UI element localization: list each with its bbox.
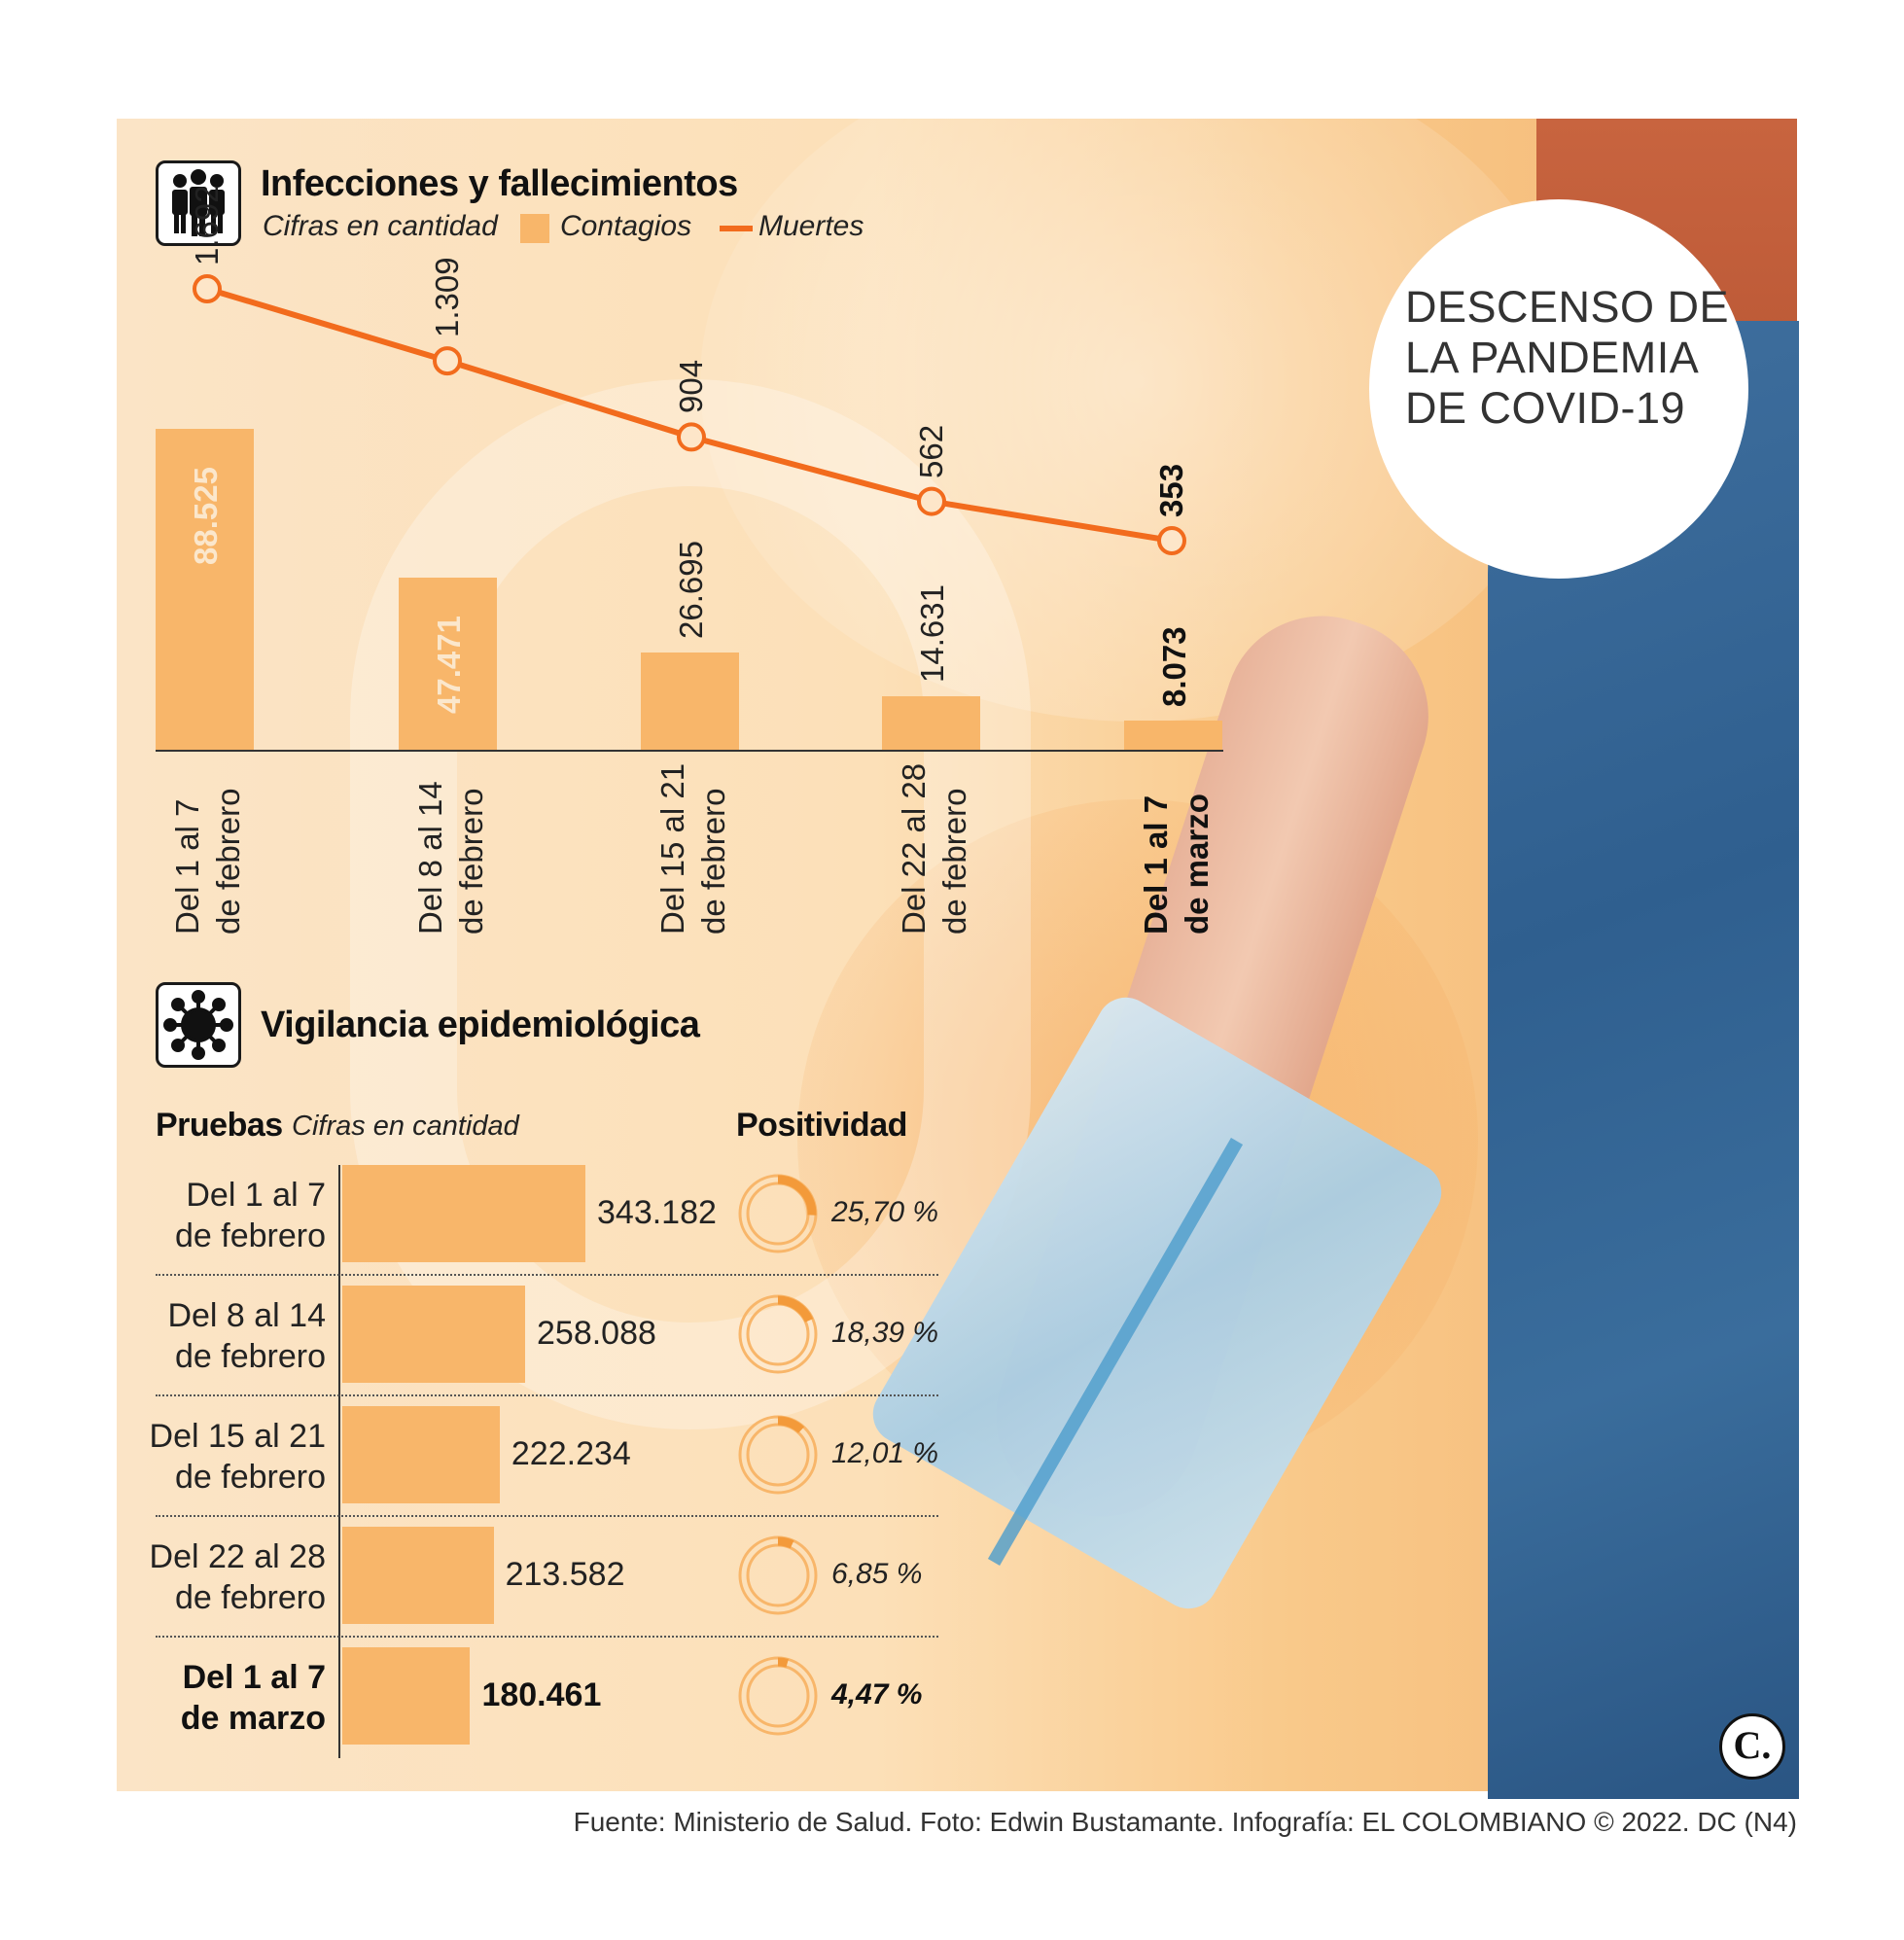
bar-pruebas <box>342 1165 585 1262</box>
virus-icon <box>156 982 241 1068</box>
positivity-ring <box>738 1656 818 1736</box>
bar-pruebas <box>342 1647 471 1745</box>
row-category-line: de febrero <box>175 1338 326 1375</box>
row-separator <box>156 1394 938 1396</box>
deaths-point <box>433 346 462 376</box>
deaths-value-label: 562 <box>913 424 949 478</box>
deaths-line-svg <box>193 274 1186 555</box>
row-separator <box>156 1636 938 1638</box>
positivity-label: Positividad <box>736 1107 907 1144</box>
row-category-label: Del 1 al 7 de febrero <box>141 1175 326 1256</box>
row-category-line: de febrero <box>175 1459 326 1496</box>
positivity-ring-track <box>738 1415 818 1495</box>
bar-pruebas <box>342 1286 525 1383</box>
bar-pruebas <box>342 1527 494 1624</box>
positivity-ring <box>738 1415 818 1495</box>
row-category-label: Del 8 al 14 de febrero <box>141 1295 326 1377</box>
positivity-arc <box>739 1175 817 1252</box>
deaths-point <box>677 422 706 452</box>
positivity-value-label: 12,01 % <box>831 1437 939 1469</box>
row-category-line: Del 8 al 14 <box>167 1297 326 1334</box>
row-category-line: Del 1 al 7 <box>182 1659 326 1696</box>
deaths-value-label: 1.692 <box>189 185 225 265</box>
bar-pruebas <box>342 1406 500 1503</box>
row-category-line: Del 1 al 7 <box>186 1177 326 1214</box>
positivity-ring-inner <box>746 1664 810 1728</box>
section-title-infections: Infecciones y fallecimientos <box>261 163 738 204</box>
positivity-ring-inner <box>746 1423 810 1487</box>
deaths-point <box>193 274 222 303</box>
deaths-value-label: 904 <box>673 360 709 414</box>
positivity-value-label: 18,39 % <box>831 1317 939 1349</box>
bar-contagios <box>641 653 739 750</box>
bar-contagios <box>1124 720 1222 750</box>
positivity-value-label: 25,70 % <box>831 1196 939 1228</box>
people-icon <box>156 160 241 246</box>
row-category-line: de marzo <box>180 1700 326 1737</box>
deaths-value-label: 353 <box>1153 463 1189 517</box>
row-category-line: de febrero <box>175 1217 326 1254</box>
row-category-label: Del 15 al 21 de febrero <box>141 1416 326 1498</box>
legend-bar-label: Contagios <box>560 210 692 242</box>
tests-label: Pruebas <box>156 1107 283 1144</box>
positivity-ring-track <box>738 1656 818 1736</box>
legend-swatch-bar <box>520 214 549 243</box>
bar-contagios <box>882 696 980 750</box>
row-category-label: Del 1 al 7 de marzo <box>141 1657 326 1739</box>
footer-credits: Fuente: Ministerio de Salud. Foto: Edwin… <box>573 1807 1797 1837</box>
row-separator <box>156 1515 938 1517</box>
positivity-ring <box>738 1294 818 1374</box>
positivity-arc <box>739 1295 817 1373</box>
positivity-ring-inner <box>746 1543 810 1607</box>
bar-contagios <box>399 578 497 750</box>
deaths-line <box>206 286 1173 544</box>
row-separator <box>156 1274 938 1276</box>
tests-value-label: 222.234 <box>511 1435 631 1472</box>
positivity-arc <box>739 1657 817 1735</box>
row-category-line: Del 22 al 28 <box>149 1538 326 1575</box>
x-axis-line <box>156 750 1223 752</box>
positivity-value-label: 6,85 % <box>831 1558 923 1590</box>
tests-value-label: 213.582 <box>505 1556 625 1593</box>
tests-axis-line <box>338 1165 340 1758</box>
el-colombiano-logo: C. <box>1719 1713 1785 1780</box>
positivity-ring <box>738 1174 818 1253</box>
title-bubble <box>1369 199 1748 579</box>
legend-line-label: Muertes <box>758 210 864 242</box>
positivity-arc <box>739 1416 817 1494</box>
legend-units: Cifras en cantidad <box>263 210 498 242</box>
legend-swatch-line <box>720 226 753 231</box>
row-category-line: Del 15 al 21 <box>149 1418 326 1455</box>
deaths-value-label: 1.309 <box>429 257 465 338</box>
row-category-label: Del 22 al 28 de febrero <box>141 1536 326 1618</box>
positivity-arc <box>739 1536 817 1614</box>
bar-contagios <box>156 429 254 750</box>
positivity-value-label: 4,47 % <box>831 1678 923 1711</box>
tests-value-label: 343.182 <box>597 1194 717 1231</box>
tests-value-label: 258.088 <box>537 1315 656 1352</box>
headline: DESCENSO DE LA PANDEMIA DE COVID-19 <box>1405 282 1730 433</box>
deaths-point <box>917 486 946 516</box>
deaths-point <box>1157 526 1186 555</box>
positivity-ring <box>738 1535 818 1615</box>
tests-value-label: 180.461 <box>481 1676 602 1713</box>
tests-units: Cifras en cantidad <box>292 1111 519 1142</box>
section-title-surveillance: Vigilancia epidemiológica <box>261 1005 700 1045</box>
positivity-ring-track <box>738 1535 818 1615</box>
row-category-line: de febrero <box>175 1579 326 1616</box>
